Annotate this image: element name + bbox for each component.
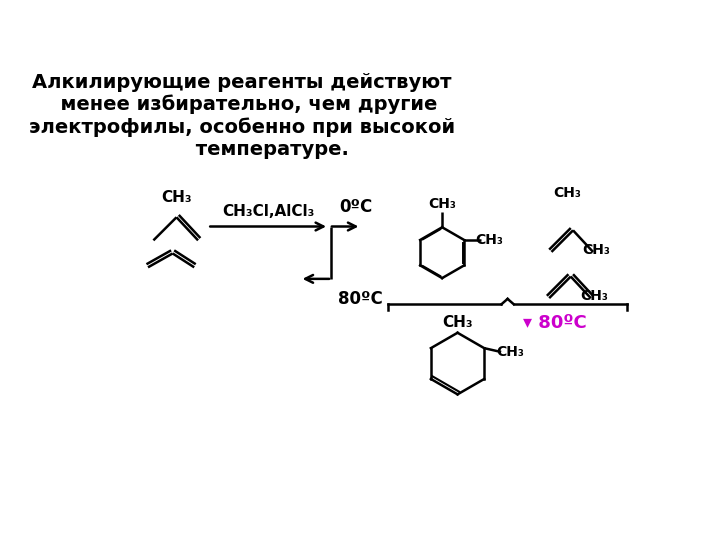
Text: CH₃: CH₃ [475,233,503,247]
Text: CH₃: CH₃ [161,190,192,205]
Text: 80ºC: 80ºC [338,289,383,308]
Text: 0ºC: 0ºC [340,198,373,215]
Text: ▾ 80ºC: ▾ 80ºC [523,314,587,332]
Text: CH₃: CH₃ [580,289,608,303]
Text: CH₃: CH₃ [428,197,456,211]
Text: CH₃Cl,AlCl₃: CH₃Cl,AlCl₃ [222,204,315,219]
Text: CH₃: CH₃ [553,186,581,200]
Text: Алкилирующие реагенты действуют
  менее избирательно, чем другие
электрофилы, ос: Алкилирующие реагенты действуют менее из… [29,72,455,159]
Text: CH₃: CH₃ [442,315,473,330]
Text: CH₃: CH₃ [582,242,610,256]
Text: CH₃: CH₃ [497,345,524,359]
